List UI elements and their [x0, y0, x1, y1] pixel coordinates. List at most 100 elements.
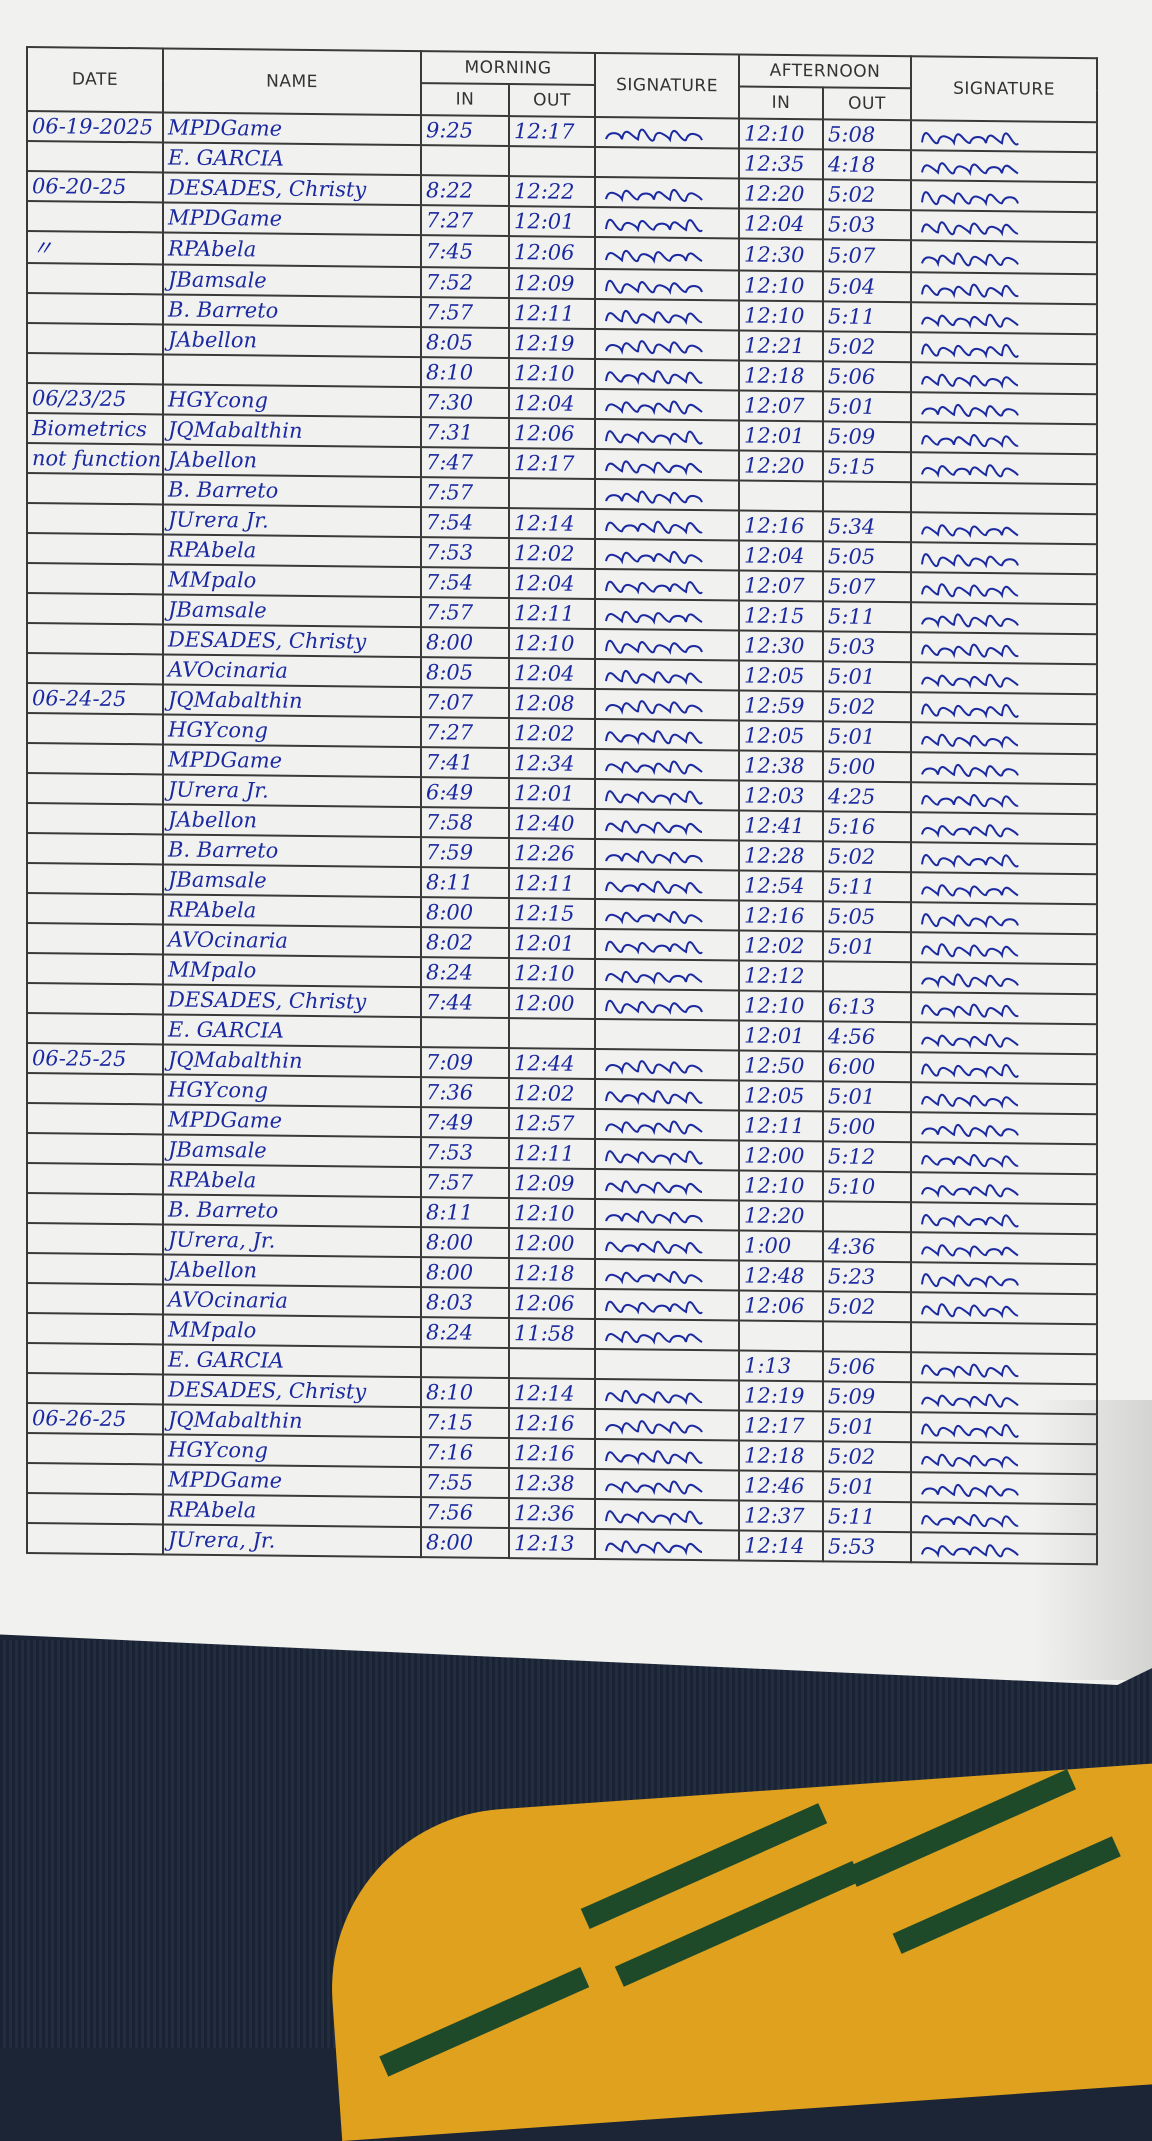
- afternoon-signature: [911, 482, 1098, 515]
- morning-signature: [595, 718, 740, 751]
- morning-signature: [595, 1048, 740, 1081]
- handwritten-signature: [921, 1453, 1019, 1469]
- afternoon-out-cell: 4:25: [823, 781, 912, 813]
- afternoon-in-cell: 12:07: [739, 390, 824, 422]
- afternoon-signature: [911, 662, 1098, 695]
- table-row: RPAbela 7:56 12:36 12:37 5:11: [27, 1493, 1098, 1535]
- morning-signature: [595, 388, 740, 421]
- afternoon-in-cell: 12:16: [739, 510, 824, 542]
- handwritten-signature: [605, 550, 703, 565]
- morning-in-cell: 8:24: [421, 1317, 509, 1349]
- morning-signature: [595, 928, 740, 961]
- table-row: B. Barreto 7:57 12:11 12:10 5:11: [27, 293, 1098, 335]
- name-cell: B. Barreto: [163, 294, 421, 328]
- afternoon-out-cell: 5:06: [823, 1351, 912, 1383]
- afternoon-signature: [911, 1232, 1098, 1265]
- date-cell: [27, 1283, 163, 1315]
- afternoon-signature: [911, 1292, 1098, 1325]
- table-row: 06-19-2025 MPDGame 9:25 12:17 12:10 5:08: [27, 111, 1098, 153]
- name-cell: RPAbela: [163, 534, 421, 568]
- morning-in-cell: 8:11: [421, 867, 509, 899]
- morning-out-cell: 12:14: [509, 508, 596, 539]
- date-cell: [27, 1343, 163, 1375]
- afternoon-in-cell: 12:12: [739, 960, 824, 992]
- handwritten-signature: [605, 188, 703, 203]
- date-cell: [27, 293, 163, 325]
- table-row: B. Barreto 7:59 12:26 12:28 5:02: [27, 833, 1098, 875]
- table-row: MMpalo 8:24 12:10 12:12: [27, 953, 1098, 995]
- morning-signature: [595, 598, 740, 631]
- morning-out-cell: 12:44: [509, 1048, 596, 1079]
- date-cell: [27, 1073, 163, 1105]
- morning-in-cell: 7:27: [421, 717, 509, 749]
- handwritten-signature: [921, 403, 1019, 418]
- afternoon-out-cell: 5:06: [823, 361, 912, 393]
- date-cell: [27, 1223, 163, 1255]
- morning-out-cell: 12:13: [509, 1528, 596, 1559]
- morning-signature: [595, 176, 740, 209]
- name-cell: E. GARCIA: [163, 142, 421, 176]
- morning-signature: [595, 1498, 740, 1531]
- handwritten-signature: [605, 430, 703, 446]
- morning-out-cell: [509, 146, 596, 177]
- afternoon-in-cell: 12:10: [739, 1170, 824, 1202]
- table-row: MPDGame 7:41 12:34 12:38 5:00: [27, 743, 1098, 785]
- afternoon-out-cell: 5:02: [823, 179, 912, 211]
- afternoon-in-cell: 12:21: [739, 330, 824, 362]
- afternoon-out-cell: 5:09: [823, 421, 912, 453]
- afternoon-in-cell: 12:06: [739, 1290, 824, 1322]
- handwritten-signature: [605, 669, 703, 686]
- name-cell: AVOcinaria: [163, 1284, 421, 1318]
- handwritten-signature: [605, 880, 703, 895]
- afternoon-in-cell: [739, 480, 824, 512]
- handwritten-signature: [605, 1210, 703, 1225]
- date-cell: [27, 713, 163, 745]
- afternoon-out-cell: 5:11: [823, 301, 912, 333]
- handwritten-signature: [921, 283, 1019, 299]
- morning-signature: [595, 568, 740, 601]
- afternoon-in-cell: 12:10: [739, 270, 824, 302]
- afternoon-in-cell: 12:50: [739, 1050, 824, 1082]
- handwritten-signature: [605, 1060, 703, 1075]
- handwritten-signature: [921, 1363, 1019, 1379]
- morning-out-cell: 12:01: [509, 928, 596, 959]
- afternoon-signature: [911, 1442, 1098, 1475]
- handwritten-signature: [921, 794, 1019, 808]
- afternoon-in-cell: 1:13: [739, 1350, 824, 1382]
- morning-out-cell: 12:10: [509, 628, 596, 659]
- handwritten-signature: [605, 940, 703, 955]
- afternoon-out-cell: 6:00: [823, 1051, 912, 1083]
- afternoon-signature: [911, 1172, 1098, 1205]
- date-cell: [27, 201, 163, 233]
- table-row: JUrera, Jr. 8:00 12:13 12:14 5:53: [27, 1523, 1098, 1565]
- table-row: 06-20-25 DESADES, Christy 8:22 12:22 12:20 5:…: [27, 171, 1098, 213]
- morning-out-cell: 12:19: [509, 328, 596, 359]
- morning-in-cell: 7:16: [421, 1437, 509, 1469]
- morning-signature: [595, 658, 740, 691]
- morning-in-cell: 8:00: [421, 1527, 509, 1559]
- afternoon-signature: [911, 932, 1098, 965]
- table-row: RPAbela 7:57 12:09 12:10 5:10: [27, 1163, 1098, 1205]
- afternoon-in-cell: 12:11: [739, 1110, 824, 1142]
- afternoon-in-cell: 12:54: [739, 870, 824, 902]
- date-cell: [27, 893, 163, 925]
- date-cell: [27, 1493, 163, 1525]
- afternoon-signature: [911, 150, 1098, 183]
- date-cell: [27, 1433, 163, 1465]
- morning-out-cell: 12:40: [509, 808, 596, 839]
- name-cell: HGYcong: [163, 714, 421, 748]
- name-cell: MMpalo: [163, 1314, 421, 1348]
- date-cell: [27, 653, 163, 685]
- afternoon-out-cell: 5:01: [823, 1081, 912, 1113]
- date-cell: [27, 803, 163, 835]
- afternoon-out-cell: 5:07: [823, 239, 912, 273]
- afternoon-signature: [911, 332, 1098, 365]
- afternoon-signature: [911, 572, 1098, 605]
- afternoon-out-cell: 5:01: [823, 1471, 912, 1503]
- afternoon-out-cell: [823, 1321, 912, 1353]
- handwritten-signature: [605, 1330, 703, 1345]
- afternoon-in-cell: 12:14: [739, 1530, 824, 1562]
- afternoon-signature: [911, 392, 1098, 425]
- morning-signature: [595, 298, 740, 331]
- morning-out-cell: 12:04: [509, 388, 596, 419]
